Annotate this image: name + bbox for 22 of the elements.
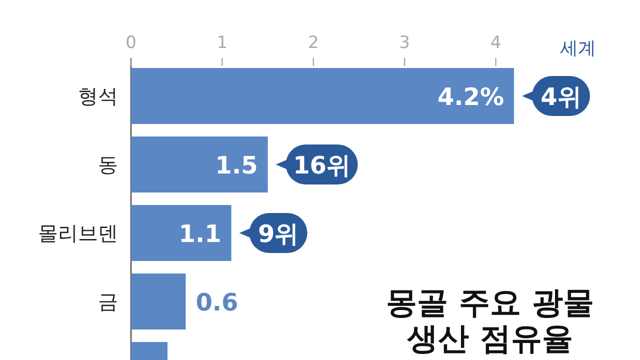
bar	[131, 274, 186, 330]
data-label: 4.2%	[437, 83, 504, 111]
text: 세계	[560, 38, 596, 59]
annotation: 4위	[540, 83, 582, 111]
bar	[131, 68, 514, 124]
annotation: 9위	[258, 220, 299, 248]
x-tick-label: 2	[308, 33, 319, 53]
y-tick-label: 동	[98, 152, 118, 176]
annotation: 16위	[293, 152, 350, 180]
text: 몽골 주요 광물 생산 점유율	[386, 285, 594, 357]
bar	[131, 205, 232, 261]
y-tick-label: 형석	[78, 84, 118, 108]
x-tick-label: 1	[216, 33, 228, 53]
data-label: 0.6	[196, 288, 238, 316]
x-tick-label: 4	[490, 33, 502, 53]
data-label: 1.1	[178, 220, 222, 248]
y-tick-label: 금	[98, 290, 118, 314]
x-tick-label: 0	[126, 33, 136, 53]
bar	[131, 136, 268, 192]
x-tick-label: 3	[399, 33, 410, 53]
y-tick-label: 몰리브덴	[38, 221, 118, 245]
data-label: 1.5	[215, 152, 258, 180]
